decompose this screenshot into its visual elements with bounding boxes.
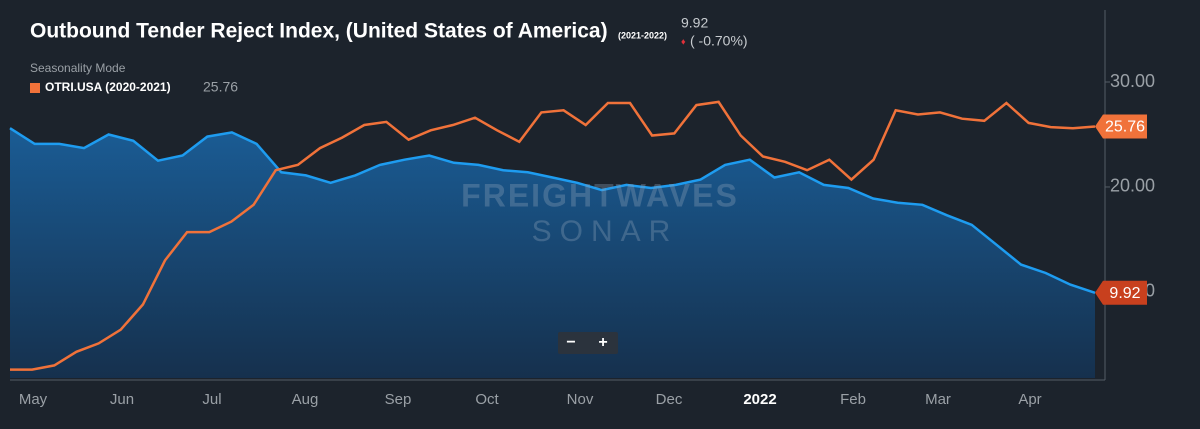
badge-label: 25.76: [1105, 119, 1145, 136]
title-period: (2021-2022): [618, 30, 667, 40]
y-tick-label: 30.00: [1110, 71, 1155, 91]
x-tick-label: 2022: [743, 391, 776, 408]
series-line: [9, 127, 1096, 294]
change: ( -0.70%): [690, 33, 748, 49]
watermark: SONAR: [532, 215, 679, 248]
x-tick-label: Oct: [475, 391, 499, 408]
legend-value: 25.76: [203, 79, 238, 95]
current-value: 9.92: [681, 15, 708, 31]
change-icon: ♦: [681, 36, 686, 46]
x-tick-label: Aug: [292, 391, 319, 408]
x-tick-label: Nov: [567, 391, 594, 408]
value-badge: [1095, 114, 1147, 139]
x-tick-label: Dec: [656, 391, 683, 408]
legend-label: OTRI.USA (2020-2021): [45, 80, 171, 94]
seasonality-label: Seasonality Mode: [30, 61, 126, 75]
area: [10, 128, 1095, 378]
zoom-in[interactable]: +: [598, 334, 607, 351]
zoom-bar: [558, 332, 618, 354]
x-tick-label: Feb: [840, 391, 866, 408]
badge-label: 9.92: [1109, 285, 1140, 302]
x-tick-label: Mar: [925, 391, 951, 408]
watermark: FREIGHTWAVES: [461, 177, 739, 213]
x-tick-label: Jul: [202, 391, 221, 408]
x-tick-label: Jun: [110, 391, 134, 408]
series-line: [10, 100, 1096, 371]
value-badge: [1095, 280, 1147, 305]
legend-swatch: [30, 83, 40, 93]
zoom-out[interactable]: −: [566, 334, 575, 351]
chart-title: Outbound Tender Reject Index, (United St…: [30, 20, 608, 43]
y-tick-label: 20.00: [1110, 176, 1155, 196]
x-tick-label: May: [19, 391, 48, 408]
x-tick-label: Apr: [1018, 391, 1041, 408]
x-tick-label: Sep: [385, 391, 412, 408]
